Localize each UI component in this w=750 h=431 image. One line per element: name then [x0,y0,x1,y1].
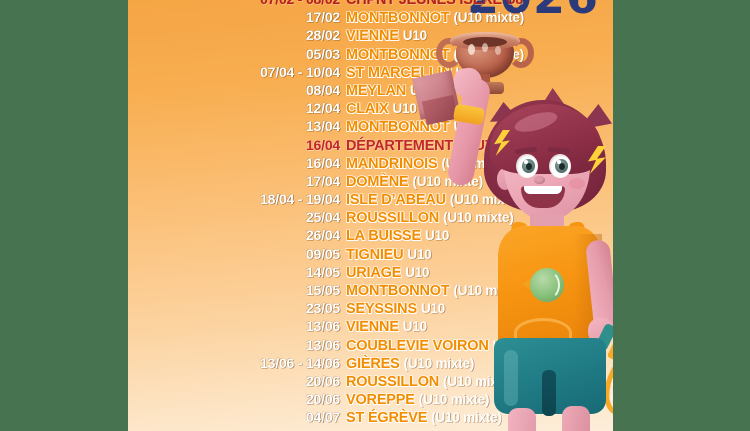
schedule-category: U8 [506,0,523,9]
schedule-date: 09/05 [305,245,340,262]
pink-box-side-shape [421,94,459,126]
eye-glint-shape [557,160,561,164]
schedule-row: 28/02 VIENNE U10 [128,26,613,44]
schedule-date: 08/04 [305,81,340,98]
schedule-category: U10 [402,319,427,335]
schedule-date: 23/05 [305,300,340,317]
schedule-club: MONTBONNOT [346,10,450,27]
schedule-date: 16/04 [305,154,340,171]
schedule-club: ROUSSILLON [346,373,440,390]
schedule-row: 20/06 VOREPPE (U10 mixte) [128,390,613,408]
schedule-club: DOMÈNE [346,173,409,190]
schedule-club: CLAIX [346,101,389,118]
schedule-club: VIENNE [346,28,399,45]
schedule-club: COUBLEVIE VOIRON [346,337,489,354]
schedule-row: 25/04 ROUSSILLON (U10 mixte) [128,208,613,226]
schedule-date: 26/04 [305,227,340,244]
schedule-date: 13/06 [305,318,340,335]
pupil-left-shape [526,163,532,170]
schedule-club: MEYLAN [346,82,407,99]
schedule-date: 18/04 - 19/04 [260,191,340,208]
schedule-club: MONTBONNOT [346,46,450,63]
schedule-club: SEYSSINS [346,301,417,318]
schedule-date: 04/07 [305,409,340,426]
schedule-club: ISLE D’ABEAU [346,192,446,209]
trophy-highlight-shape [495,46,501,55]
schedule-club: CHPNT JEUNES ISÈRE [346,0,502,8]
schedule-category: U10 [407,246,432,262]
schedule-row: 17/02 MONTBONNOT (U10 mixte) [128,8,613,26]
schedule-date: 05/03 [305,45,340,62]
nose-shape [534,176,545,184]
trophy-handle-left-shape [436,38,462,68]
tennis-ball-seam-shape [534,270,560,300]
schedule-date: 25/04 [305,209,340,226]
schedule-category: U10 [405,264,430,280]
mascot-illustration [364,18,613,431]
schedule-row: 07/02 - 08/02CHPNT JEUNES ISÈRE U8 [128,0,613,8]
schedule-row: 09/05 TIGNIEU U10 [128,245,613,263]
schedule-date: 13/06 [305,336,340,353]
schedule-club: ST ÉGRÈVE [346,410,428,427]
schedule-category: (U10 mixte) [431,410,502,426]
year-title: 2026 [467,0,599,24]
hair-front-shape [490,104,602,174]
schedule-club: URIAGE [346,264,402,281]
schedule-date: 17/04 [305,172,340,189]
eye-glint-shape [524,160,528,164]
schedule-category: (U10 mixte) [403,355,475,371]
schedule-category: U10 [425,228,450,244]
schedule-category: U10 [420,301,446,317]
schedule-date: 20/06 [305,391,340,408]
schedule-club: VIENNE [346,319,399,336]
schedule-category: (U10 mixte) [418,392,490,408]
schedule-row: 12/04 CLAIX U10 [128,99,613,117]
leg-right-shape [562,406,590,431]
shorts-highlight-shape [504,350,518,406]
trophy-handle-right-shape [508,38,534,68]
schedule-row: 04/07 ST ÉGRÈVE (U10 mixte) [128,408,613,426]
schedule-date: 07/04 - 10/04 [260,63,340,80]
logo-arc-shape [514,318,572,348]
schedule-date: 13/06 - 14/06 [260,354,340,371]
schedule-date: 07/02 - 08/02 [128,0,346,8]
schedule-row: 23/05 SEYSSINS U10 [128,299,613,317]
schedule-club: MONTBONNOT [346,119,450,136]
schedule-date: 12/04 [305,100,340,117]
schedule-club: TIGNIEU [346,246,404,263]
schedule-club: GIÈRES [346,355,400,372]
trophy-highlight-shape [468,44,475,55]
schedule-row: 13/06 VIENNE U10 [128,317,613,335]
schedule-date: 13/04 [305,118,340,135]
schedule-club: LA BUISSE [346,228,422,245]
leg-left-shape [508,408,536,431]
schedule-date: 17/02 [305,9,340,26]
schedule-category: U10 [392,101,417,117]
cheek-shape [569,178,585,189]
schedule-category: (U10 mixte) [443,210,514,226]
pupil-right-shape [559,163,565,170]
teeth-shape [524,186,562,194]
schedule-club: MONTBONNOT [346,283,450,299]
schedule-row: 17/04 DOMÈNE (U10 mixte) [128,172,613,190]
schedule-date: 14/05 [305,263,340,280]
trophy-inner-shape [463,37,507,47]
schedule-date: 20/06 [305,372,340,389]
schedule-club: ROUSSILLON [346,210,440,227]
schedule-row: 26/04 LA BUISSE U10 [128,226,613,244]
schedule-club: MANDRINOIS [346,155,438,172]
shorts-inseam-shape [542,370,556,416]
schedule-club: VOREPPE [346,392,415,409]
trophy-highlight-shape [482,43,488,52]
schedule-row: 14/05 URIAGE U10 [128,263,613,281]
schedule-date: 15/05 [305,282,340,298]
schedule-category: (U10 mixte) [453,10,525,26]
schedule-row: 13/06 - 14/06 GIÈRES (U10 mixte) [128,354,613,372]
schedule-panel: 2026 07/02 - 08/02CHPNT JEUNES ISÈREU817… [128,0,613,431]
schedule-category: U10 [402,28,427,44]
schedule-date: 28/02 [305,27,340,44]
schedule-date: 16/04 [305,136,340,153]
